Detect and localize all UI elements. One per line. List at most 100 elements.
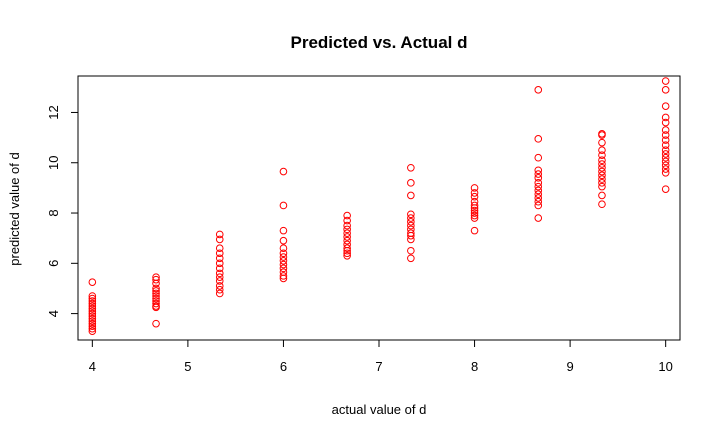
data-point	[343, 233, 351, 241]
data-point	[152, 303, 160, 312]
data-point	[215, 282, 224, 290]
data-point	[661, 185, 670, 193]
data-point	[88, 327, 97, 336]
data-point	[534, 135, 543, 143]
data-point	[152, 287, 160, 295]
data-point	[470, 226, 479, 235]
data-point	[598, 179, 606, 187]
data-point	[215, 244, 224, 253]
data-point	[661, 126, 670, 134]
data-point	[598, 171, 606, 180]
y-axis-label: predicted value of d	[7, 152, 22, 265]
data-point	[598, 163, 606, 172]
data-point	[88, 304, 97, 313]
data-point	[279, 274, 288, 283]
data-point	[343, 249, 351, 258]
data-point	[534, 186, 543, 195]
data-point	[343, 236, 351, 245]
data-point	[534, 197, 543, 206]
data-point	[88, 314, 97, 323]
data-point	[470, 214, 479, 222]
data-point	[279, 236, 288, 245]
x-tick-label: 6	[280, 359, 287, 374]
data-points	[88, 77, 670, 336]
data-point	[661, 161, 670, 170]
data-point	[152, 279, 160, 288]
data-point	[534, 214, 543, 222]
data-point	[407, 235, 415, 244]
data-point	[343, 229, 351, 237]
data-point	[88, 292, 97, 300]
data-point	[343, 246, 351, 255]
data-point	[88, 294, 97, 303]
data-point	[598, 191, 606, 200]
data-point	[661, 86, 670, 94]
data-point	[279, 253, 288, 261]
data-point	[407, 163, 415, 172]
data-point	[279, 201, 288, 210]
y-axis: 4 6 8 10 12	[46, 105, 79, 317]
data-point	[279, 272, 288, 280]
data-point	[343, 251, 351, 260]
data-point	[407, 254, 415, 263]
data-point	[470, 201, 479, 210]
y-tick-label: 4	[46, 310, 61, 317]
data-point	[343, 216, 351, 225]
data-point	[152, 294, 160, 303]
x-tick-label: 5	[184, 359, 191, 374]
data-point	[279, 257, 288, 265]
data-point	[407, 214, 415, 222]
data-point	[152, 275, 160, 284]
data-point	[598, 138, 606, 147]
data-point	[598, 160, 606, 168]
data-point	[534, 166, 543, 175]
data-point	[661, 146, 670, 154]
data-point	[215, 259, 224, 268]
data-point	[152, 289, 160, 298]
data-point	[598, 156, 606, 165]
data-point	[534, 86, 543, 94]
data-point	[407, 210, 415, 219]
data-point	[152, 319, 160, 328]
data-point	[598, 182, 606, 191]
data-point	[534, 170, 543, 178]
data-point	[534, 190, 543, 198]
data-point	[470, 206, 479, 215]
data-point	[279, 264, 288, 273]
data-point	[661, 141, 670, 149]
data-point	[598, 151, 606, 159]
data-point	[661, 157, 670, 166]
data-point	[534, 201, 543, 210]
data-point	[215, 269, 224, 278]
data-point	[152, 284, 160, 293]
data-point	[534, 179, 543, 187]
plot-box	[77, 75, 681, 341]
data-point	[88, 309, 97, 318]
y-tick-label: 6	[46, 260, 61, 267]
data-point	[215, 277, 224, 285]
x-tick-label: 4	[89, 359, 96, 374]
data-point	[598, 175, 606, 183]
data-point	[407, 231, 415, 240]
data-point	[534, 174, 543, 182]
data-point	[661, 153, 670, 162]
data-point	[661, 169, 670, 177]
data-point	[661, 131, 670, 139]
data-point	[152, 299, 160, 308]
x-tick-label: 9	[566, 359, 573, 374]
data-point	[88, 319, 97, 328]
data-point	[215, 249, 224, 258]
data-point	[279, 260, 288, 269]
data-point	[88, 297, 97, 305]
data-point	[343, 244, 351, 253]
data-point	[88, 312, 97, 320]
x-tick-label: 8	[471, 359, 478, 374]
data-point	[279, 167, 288, 176]
y-tick-label: 8	[46, 209, 61, 216]
data-point	[215, 285, 224, 294]
data-point	[215, 230, 224, 239]
data-point	[215, 235, 224, 244]
data-point	[407, 179, 415, 187]
data-point	[88, 307, 97, 315]
